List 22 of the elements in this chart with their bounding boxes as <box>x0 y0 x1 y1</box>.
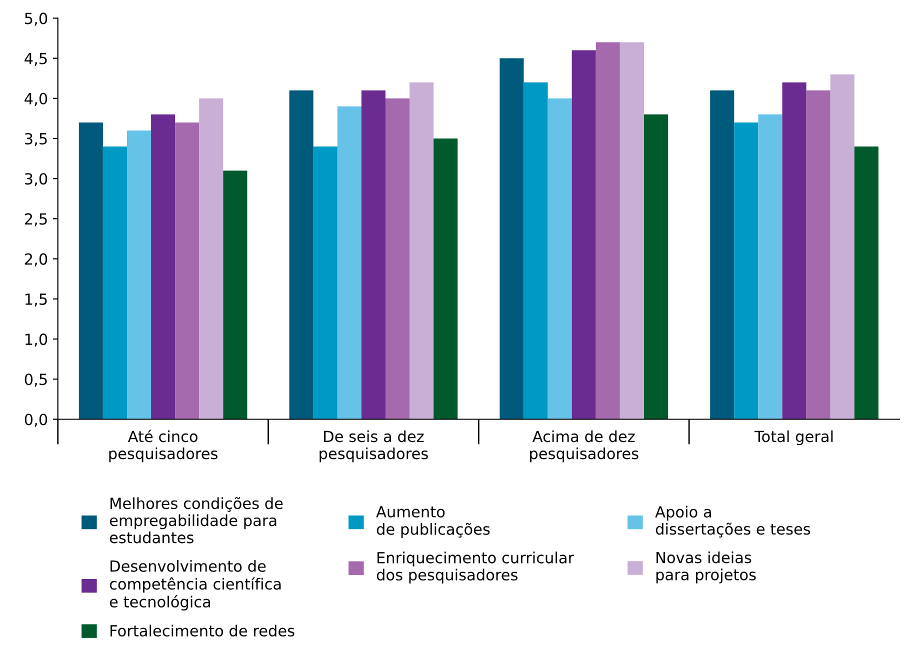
legend-label: Fortalecimento de redes <box>110 624 294 637</box>
x-tick-label: Até cinco pesquisadores <box>109 430 218 462</box>
x-tick-label: De seis a dez pesquisadores <box>320 430 428 462</box>
y-tick-label: 3,5 <box>25 132 47 146</box>
x-tick-label: Acima de dez pesquisadores <box>530 430 638 462</box>
legend-label: Novas ideias para projetos <box>656 551 756 584</box>
y-tick-label: 3,0 <box>25 173 48 186</box>
legend-label: Apoio a dissertações e teses <box>655 506 810 538</box>
y-tick-label: 2,0 <box>24 253 48 266</box>
x-tick-label: Total geral <box>754 430 833 446</box>
y-tick-label: 0,0 <box>24 414 48 427</box>
legend-label: Enriquecimento curricular dos pesquisadores <box>376 552 574 584</box>
legend-label: Desenvolvimento de competência científica e tecnológica <box>110 560 281 611</box>
y-tick-label: 1,0 <box>26 334 48 347</box>
y-tick-label: 2,5 <box>24 213 47 226</box>
y-tick-label: 5,0 <box>25 12 48 26</box>
y-tick-label: 4,5 <box>24 52 47 66</box>
legend-label: Melhores condições de empregabilidade para estudantes <box>110 497 283 544</box>
legend-label: Aumento de publicações <box>376 506 490 538</box>
y-tick-label: 0,5 <box>24 374 47 387</box>
y-tick-label: 1,5 <box>26 294 47 307</box>
y-tick-label: 4,0 <box>24 92 48 106</box>
